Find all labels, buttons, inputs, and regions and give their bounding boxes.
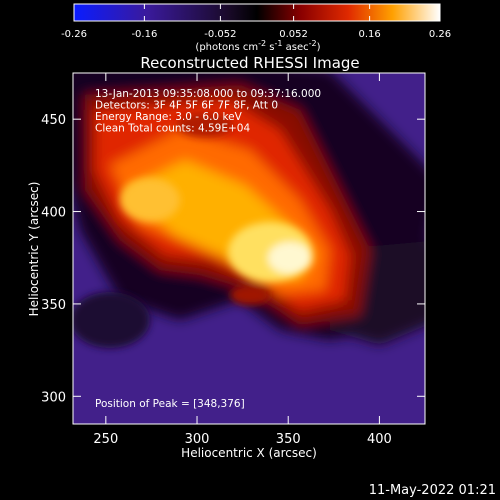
colorbar: -0.26 -0.16 -0.052 0.052 0.16 0.26 (photons c… [61,3,451,53]
colorbar-tick-label: 0.16 [358,29,380,40]
y-axis: 300 350 400 450 [41,113,425,405]
peak-position-label: Position of Peak = [348,376] [95,398,245,410]
y-tick-label: 350 [41,298,66,313]
colorbar-tick-label: -0.052 [204,29,236,40]
colorbar-unit-label: (photons cm-2 s-1 asec-2) [195,39,320,53]
x-axis: 250 300 350 400 [93,73,392,447]
x-tick-label: 400 [367,432,392,447]
y-tick-label: 450 [41,113,66,128]
y-axis-title: Heliocentric Y (arcsec) [27,182,41,317]
colorbar-tick-label: 0.26 [429,29,451,40]
colorbar-gradient [73,3,441,22]
x-tick-label: 300 [185,432,210,447]
annotation-line: Detectors: 3F 4F 5F 6F 7F 8F, Att 0 [95,100,278,112]
colorbar-tick-label: 0.052 [279,29,308,40]
x-tick-label: 250 [93,432,118,447]
annotation-block: 13-Jan-2013 09:35:08.000 to 09:37:16.000… [95,88,321,135]
x-axis-title: Heliocentric X (arcsec) [181,446,317,460]
annotation-line: Clean Total counts: 4.59E+04 [95,123,250,135]
heatmap-image [73,73,425,424]
colorbar-tick-label: -0.16 [131,29,157,40]
y-tick-label: 300 [41,390,66,405]
x-tick-label: 350 [276,432,301,447]
chart-title: Reconstructed RHESSI Image [140,54,359,72]
footer-timestamp: 11-May-2022 01:21 [369,483,496,498]
annotation-line: 13-Jan-2013 09:35:08.000 to 09:37:16.000 [95,88,321,100]
y-tick-label: 400 [41,206,66,221]
plot-frame [72,72,426,425]
colorbar-tick-label: -0.26 [61,29,87,40]
annotation-line: Energy Range: 3.0 - 6.0 keV [95,111,243,123]
